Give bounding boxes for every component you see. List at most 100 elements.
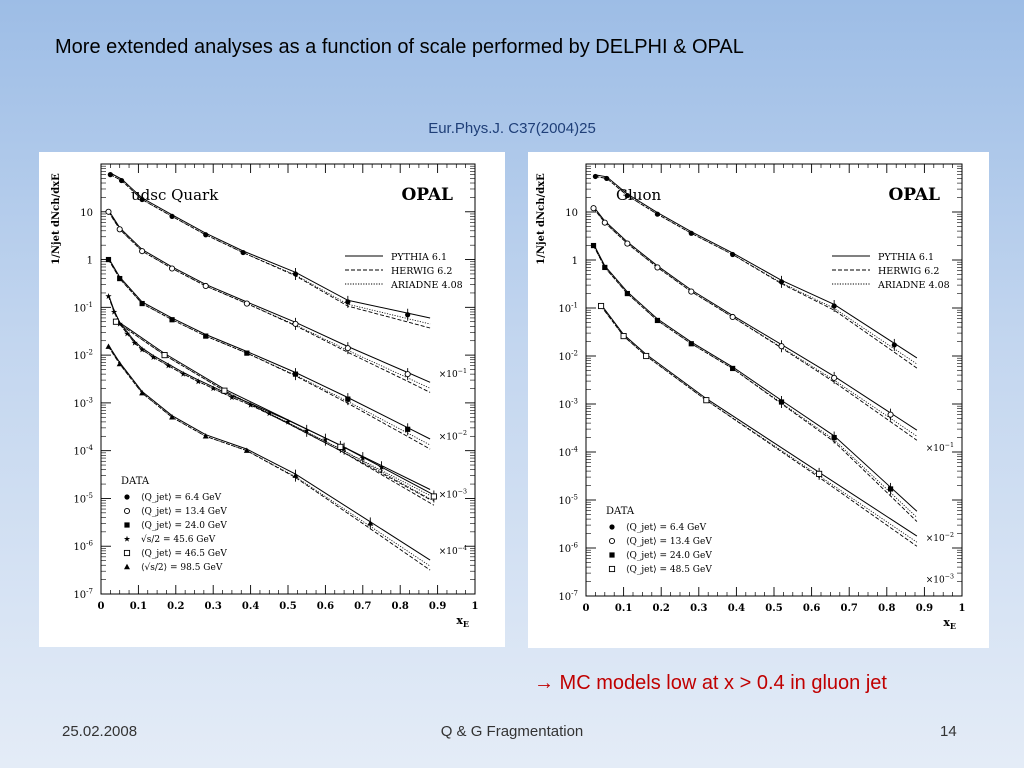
data-point	[831, 303, 837, 309]
data-point	[180, 370, 187, 377]
x-tick-label: 0.8	[878, 603, 895, 614]
mc-legend-entry: ARIADNE 4.08	[877, 280, 950, 291]
data-point	[105, 343, 112, 349]
data-point	[292, 271, 299, 277]
data-point	[240, 249, 246, 256]
data-point	[124, 330, 131, 337]
y-tick-label: 10-6	[73, 540, 93, 554]
data-point	[654, 317, 661, 324]
data-point	[378, 463, 385, 470]
ariadne-curve	[593, 245, 918, 518]
y-tick-label: 10-5	[73, 492, 93, 506]
data-legend-entry: ⟨Q_jet⟩ = 6.4 GeV	[141, 493, 222, 503]
data-point	[654, 264, 661, 271]
data-point	[105, 293, 112, 299]
data-point	[688, 230, 694, 236]
data-point	[688, 341, 694, 347]
data-point	[816, 470, 823, 477]
data-legend-marker	[123, 535, 131, 542]
data-point	[778, 399, 785, 405]
data-point	[345, 396, 351, 402]
data-point	[221, 387, 228, 394]
data-point	[359, 454, 366, 461]
y-tick-label: 10-1	[73, 301, 93, 315]
data-point	[116, 320, 123, 327]
pythia-curve	[115, 319, 435, 496]
y-tick-label: 10	[80, 208, 93, 219]
data-point	[602, 264, 608, 271]
scale-factor-label: ×10−2	[926, 532, 954, 544]
y-tick-label: 10-7	[73, 588, 93, 602]
data-point	[139, 196, 145, 203]
data-point	[831, 434, 837, 441]
data-point	[169, 213, 175, 220]
footer-title: Q & G Fragmentation	[440, 723, 584, 740]
pythia-curve	[108, 209, 431, 383]
x-tick-label: 0.9	[916, 603, 933, 614]
data-point	[107, 171, 113, 178]
y-tick-label: 10-4	[73, 444, 93, 458]
data-point	[340, 445, 348, 452]
data-point	[165, 362, 172, 369]
x-tick-label: 0.4	[728, 603, 745, 614]
x-axis-label: xE	[943, 616, 956, 631]
data-point	[247, 401, 254, 408]
data-legend-marker	[124, 494, 130, 500]
data-point	[620, 333, 627, 340]
experiment-label: OPAL	[889, 185, 941, 205]
data-point	[778, 279, 785, 285]
data-legend-marker	[609, 524, 615, 530]
data-point	[117, 275, 123, 282]
panel-label: Gluon	[616, 186, 661, 204]
data-point	[202, 282, 209, 290]
data-point	[688, 288, 695, 295]
data-point	[729, 313, 736, 321]
y-tick-label: 10-5	[558, 494, 578, 508]
data-point	[116, 226, 123, 233]
data-point	[110, 308, 118, 315]
x-tick-label: 0.5	[765, 603, 782, 614]
ariadne-curve	[115, 321, 435, 502]
y-tick-label: 10-2	[558, 350, 578, 364]
data-point	[887, 486, 894, 492]
x-axis-label: xE	[456, 614, 469, 629]
x-tick-label: 0.3	[204, 601, 221, 612]
y-tick-label: 10	[565, 208, 578, 219]
data-point	[592, 173, 598, 180]
data-point	[139, 248, 146, 255]
data-point	[344, 345, 351, 352]
data-point	[730, 251, 736, 258]
gluon-plot-panel: 0 0.1 0.2 0.3 0.4 0.5 0.6 0.7 0.8 0.9 1 10 1 10-1 10-2…	[528, 152, 989, 648]
y-tick-label: 10-1	[558, 302, 578, 316]
pythia-curve	[593, 243, 918, 512]
ariadne-curve	[110, 174, 431, 325]
x-tick-label: 0.7	[840, 603, 857, 614]
x-tick-label: 1	[959, 603, 966, 614]
ariadne-curve	[108, 259, 431, 446]
data-point	[244, 350, 250, 356]
pythia-curve	[108, 257, 431, 440]
data-point	[643, 352, 650, 360]
data-point	[345, 299, 351, 305]
footer-date: 25.02.2008	[62, 723, 138, 740]
y-tick-label: 10-6	[558, 542, 578, 556]
data-point	[601, 219, 608, 226]
y-tick-label: 10-3	[73, 396, 93, 410]
y-tick-label: 10-4	[558, 446, 578, 460]
mc-legend-entry: HERWIG 6.2	[878, 266, 939, 277]
data-point	[210, 385, 217, 392]
data-point	[730, 365, 736, 372]
data-point	[303, 427, 310, 434]
data-legend-title: DATA	[121, 476, 150, 487]
data-point	[292, 320, 299, 327]
x-tick-label: 0.8	[391, 601, 408, 612]
x-tick-label: 0.6	[803, 603, 820, 614]
data-legend-marker	[123, 507, 131, 515]
conclusion-text: → MC models low at x > 0.4 in gluon jet	[534, 672, 887, 694]
data-point	[887, 411, 894, 418]
data-legend-marker	[123, 549, 131, 557]
y-tick-label: 1	[572, 256, 578, 267]
data-point	[139, 300, 145, 307]
pythia-curve	[600, 304, 918, 537]
data-point	[624, 290, 630, 297]
